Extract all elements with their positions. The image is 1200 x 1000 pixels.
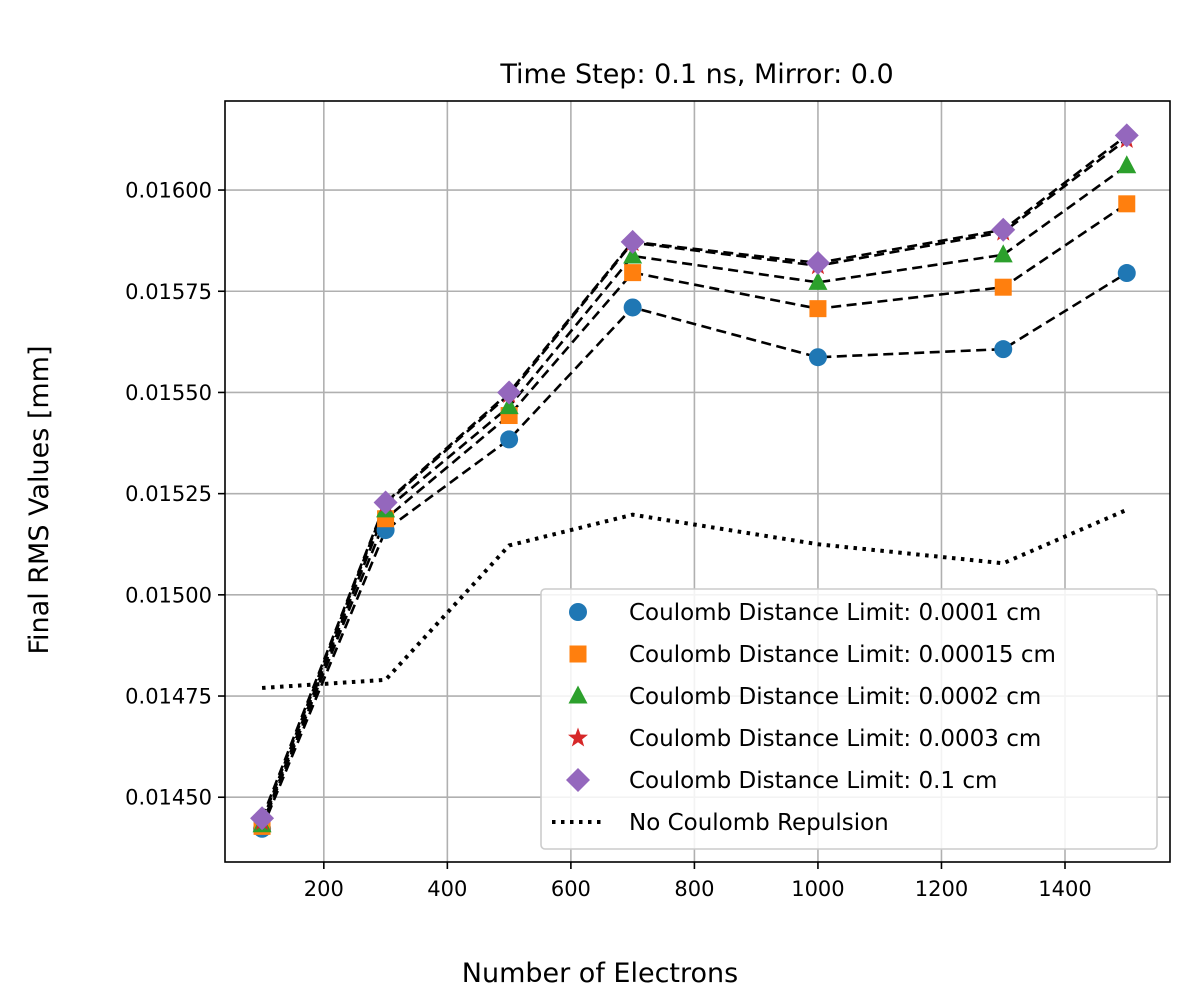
x-tick-label: 200: [304, 877, 344, 901]
series-5-point: [373, 490, 398, 515]
x-tick-label: 1000: [791, 877, 844, 901]
ticks: 200 400 600 800 1000 1200 1400 0.01450 0.01475 0.…: [125, 179, 1092, 901]
series-1-point: [623, 298, 642, 317]
legend-label: Coulomb Distance Limit: 0.0002 cm: [629, 684, 1041, 710]
series-1-point: [808, 348, 827, 367]
series-markers: [250, 123, 1139, 838]
legend: Coulomb Distance Limit: 0.0001 cm Coulomb…: [540, 588, 1158, 850]
series-5-point: [497, 380, 522, 405]
y-tick-label: 0.01450: [125, 786, 212, 810]
series-1-point: [500, 430, 519, 449]
y-tick-label: 0.01550: [125, 381, 212, 405]
x-tick-label: 1200: [915, 877, 968, 901]
series-5-point: [805, 250, 830, 275]
series-5-point: [620, 229, 645, 254]
series-3-point: [993, 244, 1013, 263]
series-3-point: [499, 396, 519, 415]
y-tick-label: 0.01600: [125, 179, 212, 203]
series-5-point: [1114, 123, 1139, 148]
x-tick-label: 600: [551, 877, 591, 901]
series-3-point: [808, 271, 828, 290]
legend-box: [540, 588, 1158, 850]
legend-marker: [569, 645, 587, 663]
legend-marker: [568, 685, 588, 704]
series-1-point: [994, 340, 1013, 359]
plot-frame: [224, 100, 1171, 863]
series-2-point: [1118, 195, 1136, 213]
y-axis-title: Final RMS Values [mm]: [24, 345, 55, 654]
legend-label: Coulomb Distance Limit: 0.0001 cm: [629, 600, 1041, 626]
legend-marker: [569, 603, 587, 621]
y-tick-label: 0.01525: [125, 482, 212, 506]
legend-label: No Coulomb Repulsion: [629, 810, 889, 836]
series-2-point: [624, 264, 642, 282]
y-tick-label: 0.01475: [125, 685, 212, 709]
legend-marker: [566, 768, 590, 792]
chart-title: Time Step: 0.1 ns, Mirror: 0.0: [499, 59, 893, 90]
legend-label: Coulomb Distance Limit: 0.1 cm: [629, 768, 997, 794]
series-3-point: [623, 245, 643, 264]
legend-label: Coulomb Distance Limit: 0.0003 cm: [629, 726, 1041, 752]
baseline-line: [261, 507, 1128, 690]
legend-marker: [568, 727, 588, 747]
x-tick-label: 1400: [1038, 877, 1091, 901]
series-2-point: [809, 300, 827, 318]
y-tick-label: 0.01500: [125, 583, 212, 607]
x-tick-label: 800: [674, 877, 714, 901]
x-tick-label: 400: [427, 877, 467, 901]
series-2-point: [994, 278, 1012, 296]
series-1-point: [1117, 264, 1136, 283]
series-3-point: [1117, 155, 1137, 174]
series-5-point: [991, 217, 1016, 242]
series-5-point: [250, 806, 275, 831]
y-tick-label: 0.01575: [125, 280, 212, 304]
x-axis-title: Number of Electrons: [462, 958, 738, 989]
legend-label: Coulomb Distance Limit: 0.00015 cm: [629, 642, 1056, 668]
